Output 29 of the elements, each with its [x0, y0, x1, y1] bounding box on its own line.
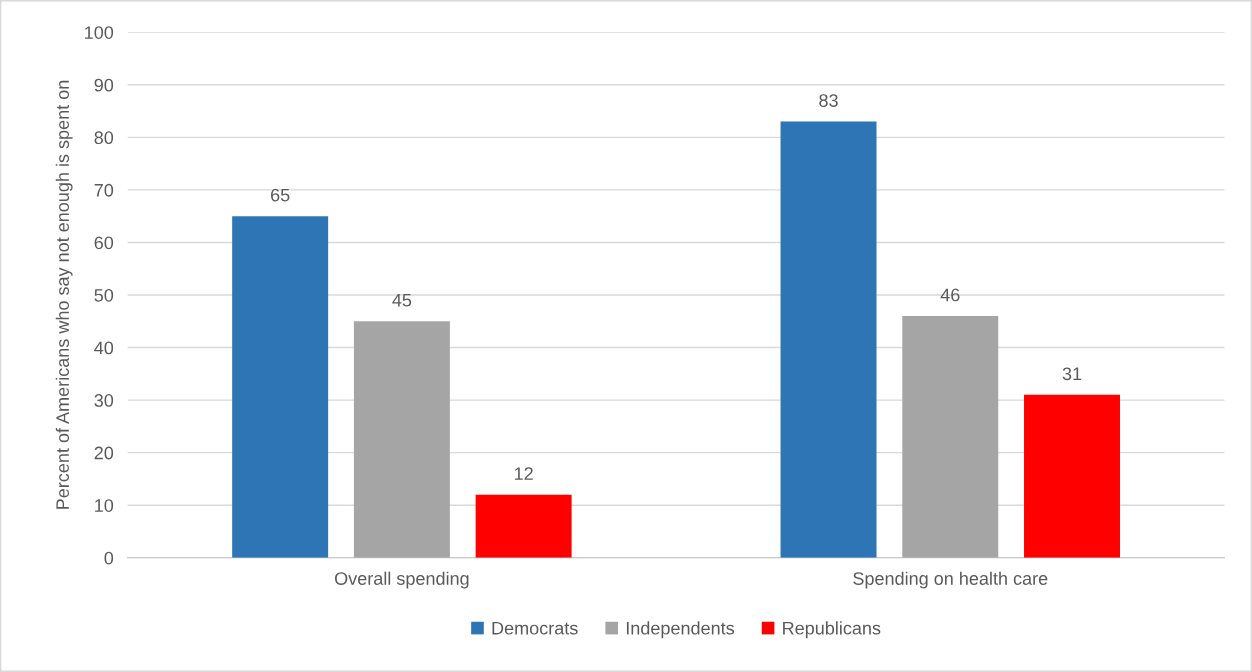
- x-tick-label: Overall spending: [335, 571, 469, 589]
- data-label: 31: [1062, 367, 1082, 381]
- y-tick-label: 20: [94, 446, 114, 460]
- y-axis-title: Percent of Americans who say not enough is spent on: [55, 80, 73, 509]
- bar: [780, 121, 877, 558]
- data-label: 83: [819, 94, 838, 107]
- bar: [232, 216, 329, 558]
- data-label: 12: [514, 467, 533, 480]
- legend-label: Independents: [626, 621, 735, 639]
- y-tick-label: 70: [94, 183, 114, 197]
- y-tick-label: 90: [94, 78, 114, 92]
- legend-label: Democrats: [492, 621, 578, 635]
- y-tick-label: 60: [94, 236, 114, 250]
- data-label: 65: [271, 188, 290, 202]
- data-label: 45: [392, 294, 412, 307]
- y-tick-label: 50: [94, 288, 114, 302]
- y-tick-label: 30: [94, 394, 114, 407]
- data-label: 46: [940, 288, 960, 302]
- y-tick-label: 80: [94, 131, 114, 145]
- y-tick-label: 0: [104, 551, 114, 565]
- y-tick-label: 40: [94, 341, 114, 355]
- y-tick-label: 100: [85, 26, 114, 39]
- bar: [902, 316, 999, 558]
- bar: [353, 321, 450, 558]
- bar: [1024, 394, 1120, 558]
- y-tick-label: 10: [95, 499, 114, 512]
- bar: [475, 494, 572, 558]
- legend-label: Republicans: [783, 621, 881, 639]
- x-tick-label: Spending on health care: [853, 571, 1048, 589]
